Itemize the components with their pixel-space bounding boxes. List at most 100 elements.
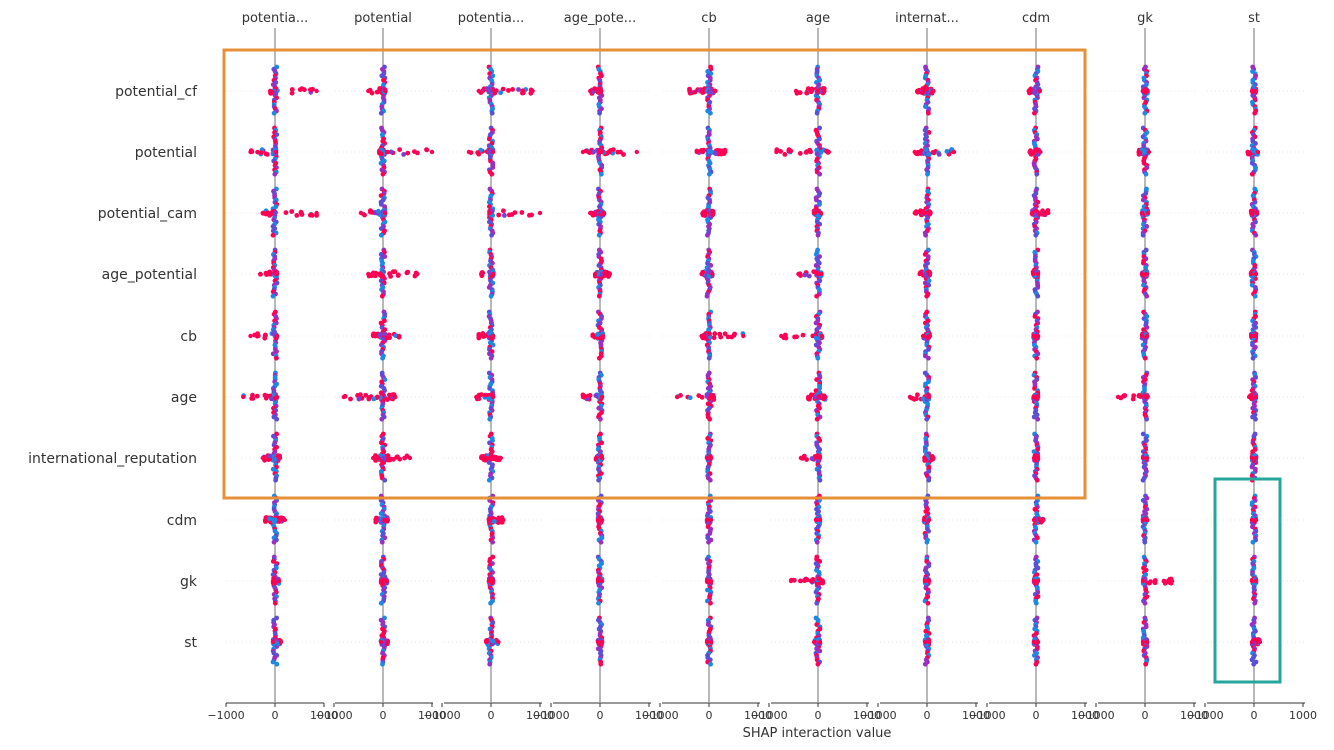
shap-point — [588, 88, 593, 94]
shap-point — [500, 86, 506, 92]
shap-point — [263, 270, 269, 276]
shap-point — [809, 456, 815, 461]
shap-point — [273, 149, 279, 155]
shap-point — [376, 89, 381, 94]
shap-point — [274, 416, 280, 422]
shap-point — [923, 232, 928, 238]
shap-point — [808, 149, 813, 155]
shap-point — [816, 394, 822, 399]
shap-point — [1139, 333, 1145, 339]
shap-point — [272, 171, 278, 177]
shap-point — [793, 88, 799, 94]
shap-point — [817, 559, 823, 564]
shap-point — [593, 455, 599, 461]
shap-point — [487, 661, 493, 667]
shap-point — [1249, 517, 1255, 523]
shap-point — [615, 149, 621, 155]
shap-point — [369, 210, 375, 215]
shap-point — [595, 578, 601, 584]
shap-point — [489, 232, 494, 238]
shap-point — [912, 210, 917, 216]
shap-point — [596, 600, 601, 606]
shap-point — [388, 149, 394, 155]
shap-point — [817, 648, 823, 654]
shap-point — [924, 416, 930, 422]
shap-point — [250, 392, 255, 398]
shap-point — [796, 271, 801, 277]
shap-point — [926, 110, 931, 116]
shap-point — [1031, 578, 1037, 584]
shap-point — [1035, 447, 1041, 452]
shap-point — [362, 212, 367, 218]
shap-point — [926, 578, 932, 584]
shap-point — [741, 333, 746, 339]
shap-point — [501, 208, 506, 214]
shap-point — [1253, 141, 1258, 146]
shap-point — [704, 639, 710, 645]
shap-point — [817, 455, 823, 461]
shap-point — [379, 539, 385, 545]
shap-point — [707, 88, 713, 94]
shap-point — [314, 210, 319, 216]
shap-point — [1249, 171, 1255, 177]
shap-point — [818, 210, 824, 216]
shap-point — [708, 263, 714, 268]
shap-point — [519, 210, 525, 215]
shap-point — [475, 150, 480, 156]
shap-point — [706, 355, 712, 361]
shap-point — [1145, 210, 1151, 216]
shap-point — [817, 171, 823, 177]
shap-point — [385, 397, 390, 402]
shap-point — [366, 88, 371, 94]
shap-point — [270, 639, 276, 645]
shap-point — [302, 87, 307, 93]
shap-point — [1035, 271, 1041, 277]
shap-point — [1031, 333, 1036, 339]
shap-point — [711, 210, 716, 216]
shap-point — [1035, 394, 1041, 400]
shap-point — [722, 331, 728, 337]
shap-point — [911, 396, 917, 402]
shap-point — [826, 149, 831, 155]
shap-point — [723, 149, 728, 155]
shap-point — [804, 90, 809, 96]
shap-point — [1034, 171, 1040, 177]
shap-point — [708, 578, 714, 584]
shap-point — [922, 449, 928, 454]
shap-point — [713, 88, 718, 94]
shap-point — [1035, 416, 1041, 422]
shap-point — [283, 210, 289, 216]
shap-point — [819, 271, 824, 277]
shap-point — [926, 151, 932, 157]
shap-point — [1142, 110, 1148, 116]
shap-point — [599, 639, 605, 645]
shap-point — [248, 333, 253, 339]
shap-point — [786, 148, 792, 154]
shap-point — [1253, 455, 1259, 461]
shap-point — [341, 394, 346, 400]
shap-point — [1115, 394, 1121, 400]
shap-point — [1250, 539, 1256, 545]
shap-point — [814, 539, 820, 545]
shap-point — [1152, 580, 1158, 586]
shap-point — [308, 87, 313, 93]
shap-point — [598, 416, 603, 422]
shap-point — [486, 149, 492, 155]
shap-point — [271, 110, 277, 116]
shap-point — [479, 271, 484, 277]
shap-point — [1139, 271, 1145, 277]
shap-point — [260, 210, 265, 216]
shap-point — [591, 149, 597, 155]
shap-point — [498, 455, 503, 461]
shap-point — [487, 210, 492, 216]
shap-point — [926, 517, 932, 523]
shap-point — [1253, 88, 1259, 94]
shap-point — [606, 149, 612, 155]
shap-point — [1144, 495, 1150, 501]
shap-point — [1250, 355, 1256, 361]
shap-point — [273, 477, 278, 483]
shap-point — [378, 232, 384, 238]
shap-point — [1041, 517, 1046, 523]
shap-point — [486, 477, 492, 483]
shap-point — [382, 388, 387, 393]
